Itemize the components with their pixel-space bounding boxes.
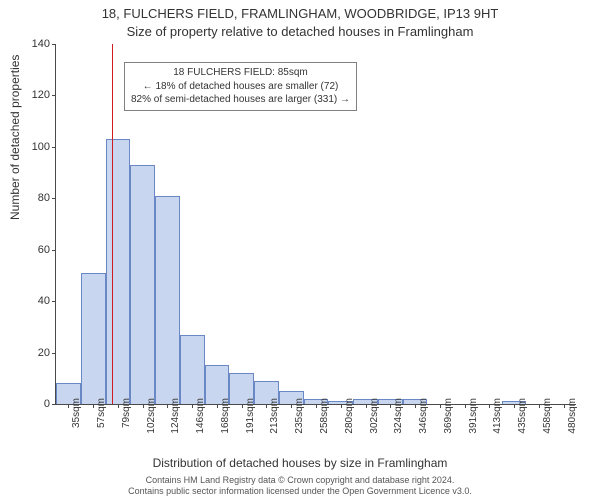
x-tick-mark: [316, 404, 317, 408]
histogram-bar: [81, 273, 106, 404]
x-tick-label: 413sqm: [493, 398, 503, 444]
chart-title-main: 18, FULCHERS FIELD, FRAMLINGHAM, WOODBRI…: [0, 6, 600, 21]
x-tick-label: 280sqm: [345, 398, 355, 444]
x-tick-mark: [242, 404, 243, 408]
x-tick-mark: [440, 404, 441, 408]
x-tick-label: 391sqm: [469, 398, 479, 444]
x-tick-mark: [489, 404, 490, 408]
x-tick-label: 235sqm: [295, 398, 305, 444]
y-tick-mark: [52, 301, 56, 302]
histogram-bar: [106, 139, 131, 404]
y-tick-mark: [52, 95, 56, 96]
y-tick-label: 0: [20, 398, 50, 410]
x-tick-label: 324sqm: [394, 398, 404, 444]
x-tick-label: 258sqm: [320, 398, 330, 444]
plot-area: 02040608010012014035sqm57sqm79sqm102sqm1…: [55, 44, 576, 405]
y-tick-mark: [52, 44, 56, 45]
x-tick-mark: [167, 404, 168, 408]
annotation-line: ← 18% of detached houses are smaller (72…: [131, 80, 350, 94]
x-tick-mark: [68, 404, 69, 408]
x-tick-label: 35sqm: [72, 398, 82, 444]
x-tick-label: 102sqm: [147, 398, 157, 444]
x-tick-mark: [217, 404, 218, 408]
x-tick-label: 435sqm: [518, 398, 528, 444]
x-tick-mark: [118, 404, 119, 408]
footer-line-1: Contains HM Land Registry data © Crown c…: [0, 475, 600, 487]
footer-line-2: Contains public sector information licen…: [0, 486, 600, 498]
x-tick-mark: [291, 404, 292, 408]
x-tick-label: 346sqm: [419, 398, 429, 444]
y-tick-label: 140: [20, 38, 50, 50]
x-tick-label: 146sqm: [196, 398, 206, 444]
chart-title-sub: Size of property relative to detached ho…: [0, 24, 600, 39]
x-tick-mark: [366, 404, 367, 408]
x-tick-label: 168sqm: [221, 398, 231, 444]
x-axis-label: Distribution of detached houses by size …: [0, 456, 600, 470]
annotation-line: 82% of semi-detached houses are larger (…: [131, 93, 350, 107]
y-tick-label: 100: [20, 141, 50, 153]
x-tick-label: 458sqm: [543, 398, 553, 444]
x-tick-label: 369sqm: [444, 398, 454, 444]
x-tick-mark: [341, 404, 342, 408]
x-tick-mark: [390, 404, 391, 408]
annotation-box: 18 FULCHERS FIELD: 85sqm← 18% of detache…: [124, 62, 357, 111]
y-tick-label: 40: [20, 295, 50, 307]
histogram-bar: [180, 335, 205, 404]
histogram-bar: [155, 196, 180, 404]
x-tick-mark: [266, 404, 267, 408]
y-tick-label: 120: [20, 89, 50, 101]
x-tick-mark: [465, 404, 466, 408]
x-tick-mark: [564, 404, 565, 408]
x-tick-label: 302sqm: [370, 398, 380, 444]
x-tick-label: 191sqm: [246, 398, 256, 444]
y-tick-label: 20: [20, 347, 50, 359]
annotation-line: 18 FULCHERS FIELD: 85sqm: [131, 66, 350, 80]
x-tick-mark: [93, 404, 94, 408]
histogram-bar: [130, 165, 155, 404]
chart-footer: Contains HM Land Registry data © Crown c…: [0, 475, 600, 498]
y-tick-mark: [52, 198, 56, 199]
x-tick-label: 79sqm: [122, 398, 132, 444]
y-tick-label: 60: [20, 244, 50, 256]
x-tick-label: 213sqm: [270, 398, 280, 444]
y-tick-mark: [52, 404, 56, 405]
y-tick-label: 80: [20, 192, 50, 204]
reference-line: [112, 44, 113, 404]
x-tick-mark: [415, 404, 416, 408]
x-tick-mark: [192, 404, 193, 408]
y-tick-mark: [52, 147, 56, 148]
x-tick-label: 480sqm: [568, 398, 578, 444]
property-size-chart: 18, FULCHERS FIELD, FRAMLINGHAM, WOODBRI…: [0, 0, 600, 500]
x-tick-label: 57sqm: [97, 398, 107, 444]
x-tick-mark: [539, 404, 540, 408]
x-tick-mark: [514, 404, 515, 408]
x-tick-label: 124sqm: [171, 398, 181, 444]
y-tick-mark: [52, 353, 56, 354]
y-tick-mark: [52, 250, 56, 251]
x-tick-mark: [143, 404, 144, 408]
